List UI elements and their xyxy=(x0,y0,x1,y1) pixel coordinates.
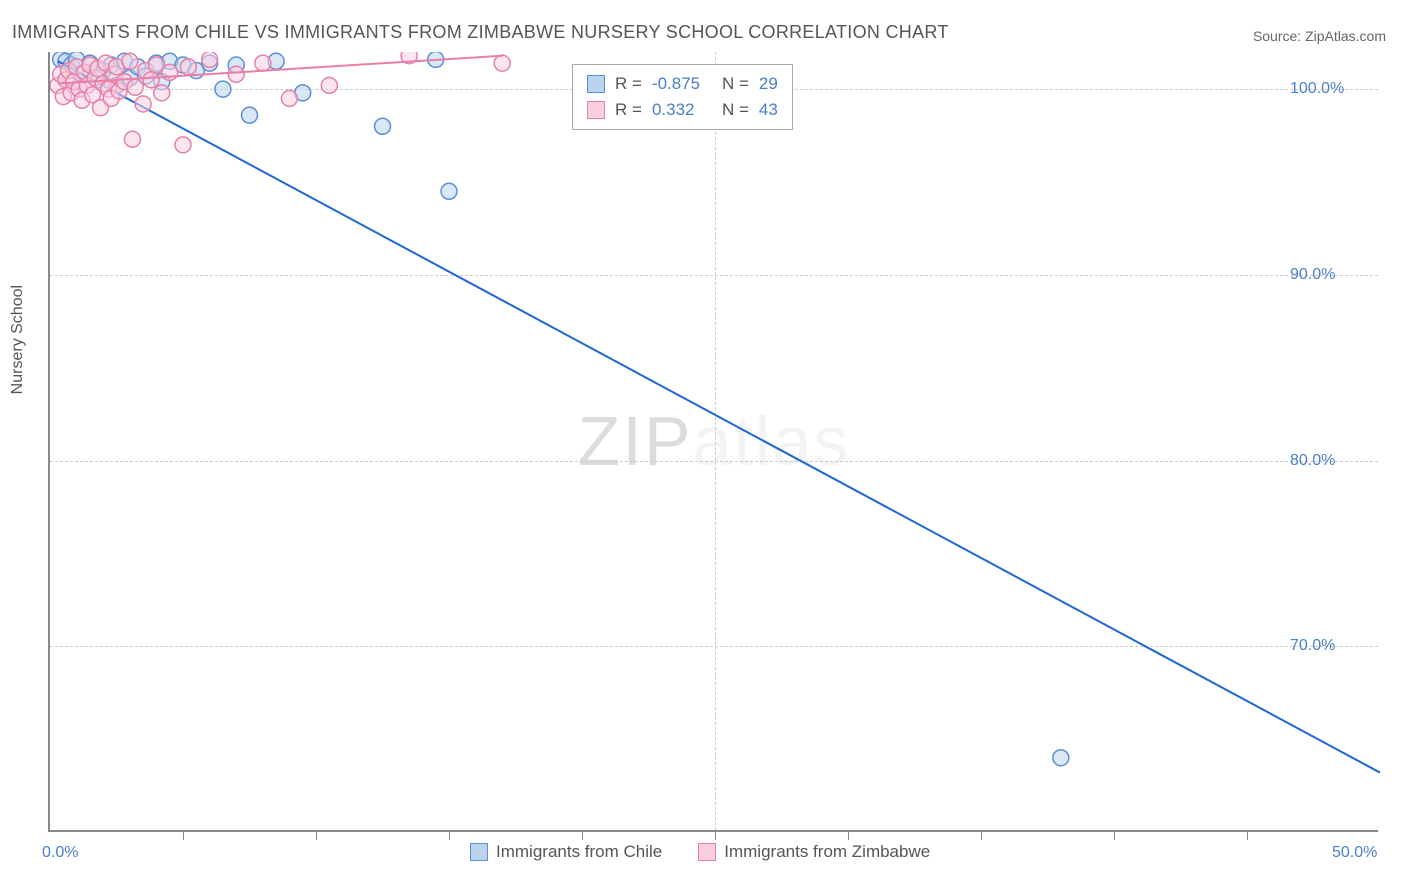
data-point xyxy=(143,72,159,88)
x-tick-mark xyxy=(582,832,583,840)
plot-area: ZIPatlas 70.0%80.0%90.0%100.0%0.0%50.0% … xyxy=(48,52,1378,832)
data-point xyxy=(135,96,151,112)
x-tick-label-right: 50.0% xyxy=(1332,844,1377,862)
stats-n-value: 43 xyxy=(759,100,778,120)
legend-bottom: Immigrants from Chile Immigrants from Zim… xyxy=(470,842,930,862)
x-tick-mark xyxy=(183,832,184,840)
data-point xyxy=(202,52,218,67)
stats-box: R = -0.875 N = 29 R = 0.332 N = 43 xyxy=(572,64,793,130)
data-point xyxy=(228,66,244,82)
data-point xyxy=(122,53,138,69)
legend-label: Immigrants from Zimbabwe xyxy=(724,842,930,862)
data-point xyxy=(321,77,337,93)
x-tick-mark xyxy=(981,832,982,840)
source-attribution: Source: ZipAtlas.com xyxy=(1253,28,1386,44)
x-tick-mark xyxy=(1114,832,1115,840)
data-point xyxy=(175,137,191,153)
data-point xyxy=(154,85,170,101)
trend-line xyxy=(58,61,1380,772)
data-point xyxy=(441,183,457,199)
data-point xyxy=(162,64,178,80)
stats-n-value: 29 xyxy=(759,74,778,94)
y-axis-label: Nursery School xyxy=(9,285,27,394)
stats-n-label: N = xyxy=(722,100,749,120)
data-point xyxy=(375,118,391,134)
data-point xyxy=(255,55,271,71)
scatter-svg xyxy=(50,52,1380,832)
stats-r-label: R = xyxy=(615,74,642,94)
x-tick-mark xyxy=(848,832,849,840)
data-point xyxy=(124,131,140,147)
stats-row: R = 0.332 N = 43 xyxy=(587,97,778,123)
legend-item: Immigrants from Zimbabwe xyxy=(698,842,930,862)
stats-n-label: N = xyxy=(722,74,749,94)
chart-title: IMMIGRANTS FROM CHILE VS IMMIGRANTS FROM… xyxy=(12,22,949,43)
x-tick-mark xyxy=(316,832,317,840)
data-point xyxy=(127,79,143,95)
legend-label: Immigrants from Chile xyxy=(496,842,662,862)
legend-swatch xyxy=(470,843,488,861)
x-tick-mark xyxy=(715,832,716,840)
x-tick-mark xyxy=(1247,832,1248,840)
legend-swatch xyxy=(587,75,605,93)
stats-r-value: -0.875 xyxy=(652,74,712,94)
data-point xyxy=(242,107,258,123)
stats-row: R = -0.875 N = 29 xyxy=(587,71,778,97)
stats-r-label: R = xyxy=(615,100,642,120)
legend-swatch xyxy=(698,843,716,861)
data-point xyxy=(1053,750,1069,766)
legend-item: Immigrants from Chile xyxy=(470,842,662,862)
data-point xyxy=(180,59,196,75)
x-tick-label-left: 0.0% xyxy=(42,844,78,862)
data-point xyxy=(215,81,231,97)
x-tick-mark xyxy=(449,832,450,840)
legend-swatch xyxy=(587,101,605,119)
data-point xyxy=(494,55,510,71)
stats-r-value: 0.332 xyxy=(652,100,712,120)
data-point xyxy=(281,90,297,106)
